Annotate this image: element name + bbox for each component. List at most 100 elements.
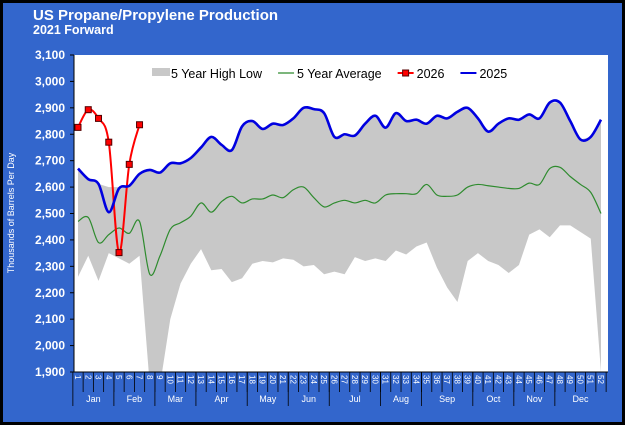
x-tick-label: 38 xyxy=(452,375,461,384)
data-point-2026-week-1 xyxy=(74,123,82,131)
x-tick-label: 46 xyxy=(534,375,543,384)
x-tick-label: 43 xyxy=(504,375,513,384)
x-tick-label: 28 xyxy=(350,375,359,384)
x-tick-label: 1 xyxy=(73,375,82,380)
x-tick-label: 3 xyxy=(94,375,103,380)
legend-marker xyxy=(402,69,410,77)
axes-layer: 1,900 2,000 2,100 2,200 2,300 2,400 2,500 2,600… xyxy=(35,48,608,406)
y-tick-label: 2,600 xyxy=(35,180,65,194)
y-axis-label: Thousands of Barrels Per Day xyxy=(6,152,16,273)
legend-swatch xyxy=(152,68,170,76)
y-tick-label: 2,700 xyxy=(35,154,65,168)
x-tick-label: 31 xyxy=(381,375,390,384)
legend-item-2025: 2025 xyxy=(460,67,507,81)
month-label-aug: Aug xyxy=(393,394,409,404)
x-tick-label: 32 xyxy=(391,375,400,384)
x-tick-label: 52 xyxy=(596,375,605,384)
y-tick-label: 2,900 xyxy=(35,101,65,115)
x-tick-label: 20 xyxy=(268,375,277,384)
x-tick-label: 7 xyxy=(135,375,144,380)
x-tick-label: 35 xyxy=(422,375,431,384)
x-tick-label: 50 xyxy=(575,375,584,384)
y-tick-label: 2,500 xyxy=(35,207,65,221)
chart-subtitle: 2021 Forward xyxy=(33,23,114,37)
month-label-sep: Sep xyxy=(439,394,455,404)
x-tick-label: 30 xyxy=(370,375,379,384)
legend-item-5-year-high-low: 5 Year High Low xyxy=(152,67,263,81)
y-tick-label: 2,300 xyxy=(35,259,65,273)
y-tick-label: 2,400 xyxy=(35,233,65,247)
x-tick-label: 5 xyxy=(114,375,123,380)
x-tick-label: 29 xyxy=(360,375,369,384)
legend-label: 5 Year High Low xyxy=(171,67,263,81)
band-5-year-high-low xyxy=(78,102,601,372)
month-label-jun: Jun xyxy=(301,394,316,404)
y-tick-label: 1,900 xyxy=(35,365,65,379)
month-label-nov: Nov xyxy=(526,394,543,404)
x-tick-label: 40 xyxy=(473,375,482,384)
legend-label: 5 Year Average xyxy=(297,67,382,81)
x-tick-label: 48 xyxy=(555,375,564,384)
x-tick-label: 10 xyxy=(165,375,174,384)
y-tick-label: 2,800 xyxy=(35,127,65,141)
x-tick-label: 23 xyxy=(299,375,308,384)
y-tick-label: 2,200 xyxy=(35,286,65,300)
legend-label: 2025 xyxy=(479,67,507,81)
x-tick-label: 51 xyxy=(586,375,595,384)
series-line-2025 xyxy=(77,99,603,214)
data-point-2026-week-3 xyxy=(95,114,103,122)
x-tick-label: 21 xyxy=(278,375,287,384)
x-tick-label: 47 xyxy=(545,375,554,384)
y-tick-label: 2,000 xyxy=(35,339,65,353)
data-point-2026-week-7 xyxy=(136,121,144,129)
x-tick-label: 49 xyxy=(565,375,574,384)
x-tick-label: 42 xyxy=(493,375,502,384)
data-point-2026-week-4 xyxy=(105,138,113,146)
x-tick-label: 26 xyxy=(329,375,338,384)
x-tick-label: 36 xyxy=(432,375,441,384)
x-tick-label: 18 xyxy=(247,375,256,384)
month-label-jul: Jul xyxy=(349,394,361,404)
x-tick-label: 17 xyxy=(237,375,246,384)
x-tick-label: 15 xyxy=(217,375,226,384)
x-tick-label: 13 xyxy=(196,375,205,384)
legend-item-2026: 2026 xyxy=(397,67,445,81)
month-label-jan: Jan xyxy=(86,394,101,404)
x-tick-label: 44 xyxy=(514,375,523,384)
y-tick-label: 2,100 xyxy=(35,312,65,326)
data-point-2026-week-5 xyxy=(115,249,123,257)
x-tick-label: 37 xyxy=(442,375,451,384)
series-line-5-year-average xyxy=(77,165,602,277)
month-label-oct: Oct xyxy=(486,394,501,404)
x-tick-label: 41 xyxy=(483,375,492,384)
x-tick-label: 6 xyxy=(124,375,133,380)
x-tick-label: 25 xyxy=(319,375,328,384)
month-label-feb: Feb xyxy=(127,394,143,404)
y-tick-label: 3,100 xyxy=(35,48,65,62)
band-layer xyxy=(78,102,601,372)
data-point-2026-week-2 xyxy=(84,106,92,114)
lines-layer xyxy=(74,99,603,277)
legend-label: 2026 xyxy=(417,67,445,81)
month-label-apr: Apr xyxy=(215,394,229,404)
x-tick-label: 9 xyxy=(155,375,164,380)
x-tick-label: 14 xyxy=(206,375,215,384)
x-tick-label: 22 xyxy=(288,375,297,384)
x-tick-label: 19 xyxy=(258,375,267,384)
x-tick-label: 39 xyxy=(463,375,472,384)
y-tick-label: 3,000 xyxy=(35,74,65,88)
chart-title: US Propane/Propylene Production xyxy=(33,7,278,24)
x-tick-label: 16 xyxy=(227,375,236,384)
x-tick-label: 12 xyxy=(186,375,195,384)
x-tick-label: 8 xyxy=(145,375,154,380)
x-tick-label: 11 xyxy=(176,375,185,384)
x-tick-label: 45 xyxy=(524,375,533,384)
legend: 5 Year High Low 5 Year Average 2026 2025 xyxy=(152,67,507,81)
month-label-dec: Dec xyxy=(572,394,589,404)
x-tick-label: 2 xyxy=(83,375,92,380)
legend-item-5-year-average: 5 Year Average xyxy=(278,67,382,81)
x-tick-label: 27 xyxy=(340,375,349,384)
x-tick-label: 34 xyxy=(411,375,420,384)
